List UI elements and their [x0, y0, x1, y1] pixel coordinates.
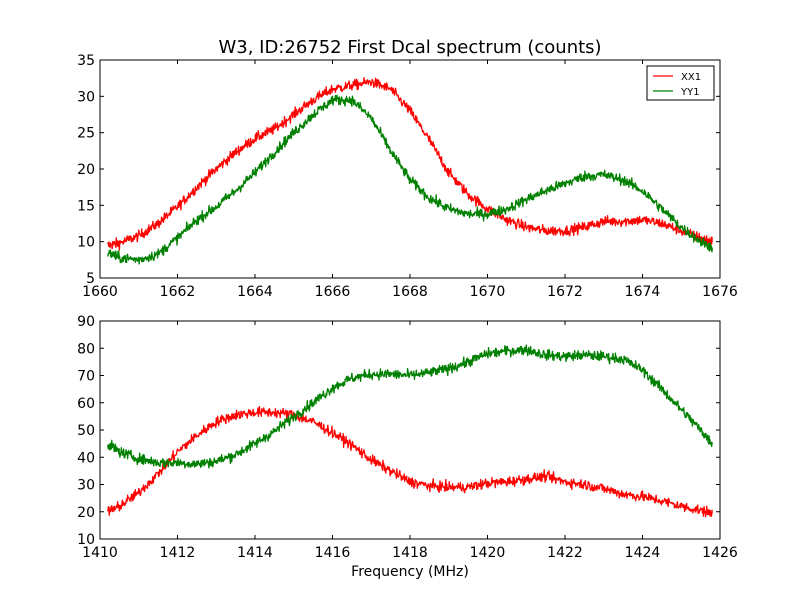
top-panel: 1660 1662 1664 1666 1668 1670 1672 1674 1676 5 10 1…	[77, 53, 738, 300]
y-tick-label: 25	[77, 126, 95, 142]
x-tick-label: 1424	[625, 545, 661, 561]
y-tick-label: 20	[77, 162, 95, 178]
y-tick-label: 40	[77, 450, 95, 466]
y-tick-label: 5	[86, 271, 95, 287]
y-tick-label: 50	[77, 423, 95, 439]
x-tick-label: 1414	[237, 545, 273, 561]
y-tick-label: 35	[77, 53, 95, 69]
x-tick-label: 1664	[237, 284, 273, 300]
legend-label-yy1: YY1	[680, 87, 700, 98]
chart-title: W3, ID:26752 First Dcal spectrum (counts…	[218, 37, 601, 58]
y-tick-label: 80	[77, 341, 95, 357]
y-tick-label: 90	[77, 314, 95, 330]
x-tick-label: 1674	[625, 284, 661, 300]
bottom-panel: 1410 1412 1414 1416 1418 1420 1422 1424 1426 10 20…	[77, 314, 738, 580]
x-tick-label: 1426	[702, 545, 738, 561]
series-line-trace-0	[107, 406, 713, 518]
y-tick-label: 10	[77, 235, 95, 251]
x-tick-label: 1670	[470, 284, 506, 300]
x-tick-label: 1422	[547, 545, 583, 561]
y-tick-label: 20	[77, 505, 95, 521]
x-tick-label: 1672	[547, 284, 583, 300]
x-tick-label: 1662	[160, 284, 196, 300]
legend-label-xx1: XX1	[681, 72, 701, 83]
y-tick-label: 60	[77, 396, 95, 412]
y-tick-label: 10	[77, 532, 95, 548]
x-axis-label: Frequency (MHz)	[351, 564, 469, 580]
x-tick-label: 1666	[315, 284, 351, 300]
x-tick-label: 1660	[82, 284, 118, 300]
series-line-xx1	[107, 77, 713, 251]
x-tick-label: 1668	[392, 284, 428, 300]
x-tick-label: 1676	[702, 284, 738, 300]
y-tick-label: 70	[77, 369, 95, 385]
y-tick-label: 15	[77, 198, 95, 214]
x-tick-label: 1420	[470, 545, 506, 561]
x-tick-label: 1416	[315, 545, 351, 561]
series-line-yy1	[107, 94, 713, 265]
series-line-trace-1	[107, 344, 713, 469]
x-tick-label: 1410	[82, 545, 118, 561]
x-tick-label: 1412	[160, 545, 196, 561]
y-tick-label: 30	[77, 89, 95, 105]
y-tick-label: 30	[77, 478, 95, 494]
x-tick-label: 1418	[392, 545, 428, 561]
